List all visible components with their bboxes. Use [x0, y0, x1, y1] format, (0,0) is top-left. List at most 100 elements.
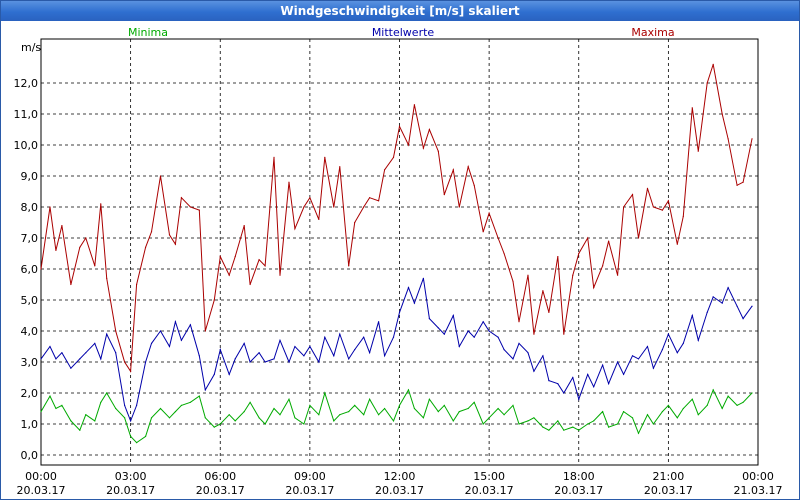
data-point-maxima: [518, 321, 520, 323]
data-point-mittelwerte: [676, 352, 678, 354]
data-point-maxima: [40, 268, 42, 270]
data-point-minima: [228, 414, 230, 416]
data-point-maxima: [452, 169, 454, 171]
data-point-minima: [249, 401, 251, 403]
data-point-minima: [578, 429, 580, 431]
data-point-minima: [273, 407, 275, 410]
x-tick-time: 06:00: [204, 470, 236, 483]
data-point-mittelwerte: [168, 345, 171, 348]
data-point-mittelwerte: [392, 336, 395, 338]
data-point-minima: [398, 404, 401, 406]
data-point-maxima: [706, 82, 708, 84]
data-point-minima: [55, 407, 57, 410]
data-point-mittelwerte: [637, 358, 640, 360]
data-point-mittelwerte: [174, 321, 177, 323]
data-point-minima: [85, 414, 87, 416]
data-point-mittelwerte: [422, 277, 424, 279]
data-point-minima: [587, 423, 589, 425]
x-tick-time: 00:00: [25, 470, 57, 483]
data-point-maxima: [593, 287, 595, 289]
data-point-minima: [631, 417, 634, 419]
data-point-mittelwerte: [488, 330, 490, 332]
data-point-maxima: [228, 274, 230, 276]
data-point-mittelwerte: [652, 367, 655, 369]
data-point-maxima: [622, 206, 625, 208]
data-point-maxima: [512, 280, 514, 282]
data-point-minima: [652, 423, 655, 425]
data-point-minima: [413, 407, 416, 410]
data-point-maxima: [100, 203, 102, 205]
data-point-maxima: [55, 249, 57, 251]
data-point-maxima: [727, 138, 729, 140]
x-tick-date: 20.03.17: [196, 484, 245, 497]
data-point-maxima: [339, 166, 341, 168]
data-point-mittelwerte: [264, 361, 266, 363]
data-point-mittelwerte: [497, 336, 499, 338]
data-point-minima: [557, 420, 559, 422]
data-point-minima: [136, 442, 138, 444]
data-point-mittelwerte: [608, 383, 610, 385]
series-line-minima: [40, 388, 753, 444]
data-point-maxima: [646, 187, 649, 189]
data-point-mittelwerte: [667, 333, 669, 335]
y-tick-label: 12,0: [14, 77, 39, 90]
data-point-maxima: [324, 156, 326, 158]
data-point-mittelwerte: [542, 355, 544, 357]
data-point-mittelwerte: [369, 352, 371, 354]
x-tick-time: 09:00: [294, 470, 326, 483]
data-point-mittelwerte: [49, 345, 51, 348]
data-point-maxima: [697, 150, 699, 152]
x-tick-date: 20.03.17: [106, 484, 155, 497]
data-point-mittelwerte: [458, 345, 460, 348]
data-point-minima: [608, 426, 610, 428]
data-point-maxima: [70, 283, 72, 286]
data-point-maxima: [383, 169, 386, 171]
data-point-maxima: [79, 246, 81, 248]
data-point-mittelwerte: [333, 355, 335, 357]
data-point-maxima: [413, 104, 416, 106]
data-point-mittelwerte: [467, 330, 469, 332]
data-point-mittelwerte: [631, 355, 634, 357]
data-point-maxima: [557, 256, 559, 258]
data-point-mittelwerte: [398, 311, 401, 313]
data-point-maxima: [150, 231, 153, 233]
data-point-mittelwerte: [279, 339, 281, 341]
data-point-minima: [333, 420, 335, 422]
data-point-mittelwerte: [61, 352, 63, 354]
data-point-mittelwerte: [124, 404, 126, 406]
data-point-maxima: [652, 206, 655, 208]
y-tick-label: 2,0: [21, 387, 39, 400]
data-point-maxima: [180, 197, 183, 199]
data-point-minima: [49, 395, 51, 397]
data-point-minima: [369, 398, 371, 400]
data-point-minima: [602, 411, 604, 413]
data-point-minima: [727, 395, 729, 397]
data-point-mittelwerte: [593, 386, 595, 388]
data-point-maxima: [488, 212, 490, 214]
data-point-minima: [482, 423, 484, 425]
data-point-mittelwerte: [602, 364, 604, 366]
y-tick-label: 9,0: [21, 170, 39, 183]
data-point-maxima: [258, 259, 260, 261]
x-tick-time: 21:00: [653, 470, 685, 483]
data-point-minima: [443, 404, 445, 406]
data-point-maxima: [578, 252, 580, 255]
data-point-maxima: [249, 283, 251, 286]
data-point-minima: [473, 401, 475, 403]
data-point-minima: [309, 404, 311, 406]
data-point-maxima: [616, 274, 619, 276]
data-point-maxima: [503, 252, 505, 255]
data-point-mittelwerte: [294, 345, 296, 348]
data-point-minima: [243, 411, 245, 413]
data-point-minima: [488, 417, 490, 419]
data-point-minima: [115, 407, 117, 410]
x-tick-time: 03:00: [115, 470, 147, 483]
data-point-maxima: [527, 274, 529, 276]
y-tick-label: 4,0: [21, 325, 39, 338]
data-point-maxima: [682, 215, 684, 217]
data-point-maxima: [124, 361, 126, 363]
chart-title: Windgeschwindigkeit [m/s] skaliert: [1, 1, 799, 21]
data-point-minima: [467, 407, 469, 410]
